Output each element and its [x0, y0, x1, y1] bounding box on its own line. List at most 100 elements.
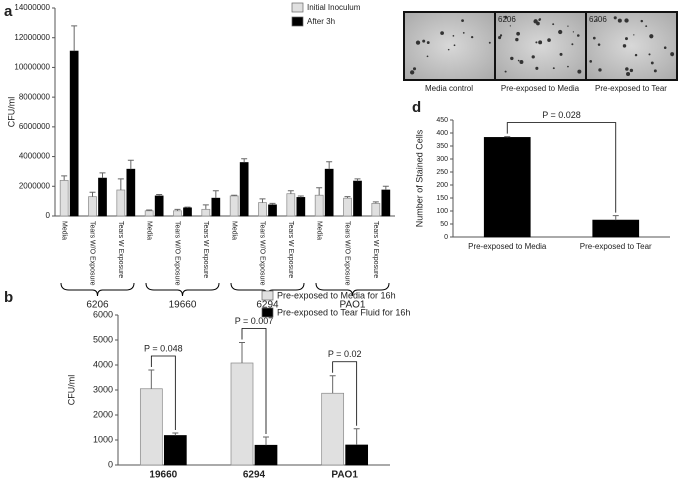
cell — [504, 70, 507, 73]
error-bar — [184, 206, 191, 208]
legend-swatch — [261, 290, 274, 301]
bar — [254, 444, 278, 466]
error-bar — [239, 342, 245, 363]
error-bar — [156, 193, 163, 196]
error-bar — [71, 25, 78, 52]
x-tick-label: Media — [145, 221, 152, 240]
bar — [126, 168, 136, 217]
cell — [671, 54, 674, 57]
group-label: 6206 — [86, 300, 109, 311]
error-bar — [117, 178, 124, 190]
y-tick-label: 2000 — [93, 409, 113, 419]
cell — [453, 44, 456, 47]
error-bar — [269, 202, 276, 205]
y-axis-label: CFU/ml — [66, 375, 76, 406]
cell — [629, 68, 634, 73]
cells — [410, 15, 675, 77]
bar — [229, 195, 239, 217]
cell — [592, 36, 596, 40]
cell — [559, 52, 563, 56]
cell — [558, 29, 563, 35]
cell — [536, 21, 540, 26]
group-brace — [315, 282, 390, 297]
error-bar — [61, 175, 68, 181]
panel-label: b — [4, 289, 13, 306]
bar — [258, 202, 267, 217]
cell — [410, 70, 415, 75]
y-tick-label: 1000 — [93, 434, 113, 444]
cell — [625, 67, 629, 71]
annotation: P = 0.028 — [542, 110, 581, 120]
bar — [154, 195, 164, 217]
y-tick-label: 6000000 — [19, 122, 51, 131]
error-bar — [212, 190, 219, 199]
y-tick-label: 4000 — [93, 359, 113, 369]
y-tick-label: 350 — [436, 143, 448, 150]
cell — [670, 52, 675, 57]
error-bar — [372, 201, 379, 204]
y-tick-label: 6000 — [93, 309, 113, 319]
cell — [598, 68, 602, 72]
x-tick-label: Tears W Exposure — [117, 221, 124, 278]
cell — [613, 16, 617, 20]
y-axis-label: CFU/ml — [6, 97, 16, 128]
cell — [624, 18, 629, 23]
cell — [625, 37, 628, 41]
group-label: 6294 — [256, 300, 279, 311]
y-tick-label: 0 — [444, 234, 448, 241]
bar — [201, 208, 211, 217]
error-bar — [174, 208, 181, 211]
annotation: P = 0.007 — [235, 316, 274, 326]
error-bar — [127, 159, 134, 170]
y-tick-label: 250 — [436, 169, 448, 176]
cell — [440, 31, 444, 35]
x-tick-label: Tears W/O Exposure — [174, 221, 181, 286]
cell — [645, 25, 648, 28]
panel-label: d — [412, 99, 421, 116]
cell — [531, 55, 535, 59]
cell — [617, 18, 622, 23]
bar — [163, 435, 187, 466]
bar — [296, 197, 306, 217]
bar — [239, 162, 249, 217]
bar — [321, 392, 345, 466]
bar — [173, 210, 182, 217]
cell — [504, 15, 508, 19]
cell — [547, 38, 551, 42]
cell — [509, 25, 511, 27]
y-tick-label: 300 — [436, 156, 448, 163]
y-tick-label: 3000 — [93, 384, 113, 394]
cell — [577, 69, 582, 74]
y-tick-label: 0 — [108, 459, 113, 469]
y-tick-label: 450 — [436, 117, 448, 124]
legend-swatch — [291, 2, 304, 13]
y-tick-label: 4000000 — [19, 152, 51, 161]
cell — [498, 36, 502, 40]
bar — [69, 50, 79, 217]
annotation: P = 0.02 — [328, 349, 362, 359]
bar — [59, 179, 69, 217]
cell — [653, 69, 657, 73]
cell — [648, 53, 651, 56]
cell — [649, 34, 654, 39]
cell — [633, 34, 635, 36]
y-tick-label: 10000000 — [14, 63, 50, 72]
x-tick-label: Tears W/O Exposure — [344, 221, 351, 286]
significance-bracket — [506, 122, 617, 213]
cell — [663, 46, 667, 49]
error-bar — [259, 198, 266, 203]
error-bar — [329, 375, 336, 394]
bar — [286, 193, 296, 217]
cell — [597, 43, 601, 46]
error-bar — [344, 196, 351, 199]
x-tick-label: Media — [230, 221, 237, 240]
error-bar — [231, 194, 238, 196]
cell — [461, 19, 464, 22]
micrograph — [494, 11, 587, 81]
cell — [452, 34, 455, 37]
legend-label: Pre-exposed to Media for 16h — [277, 290, 396, 300]
cell — [589, 60, 593, 63]
error-bar — [263, 436, 269, 446]
bar — [483, 137, 531, 238]
error-bar — [146, 209, 153, 211]
